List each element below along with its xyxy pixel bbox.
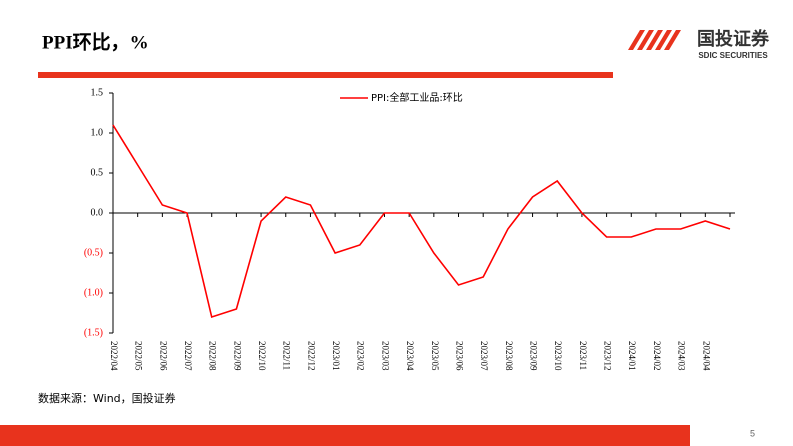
x-tick-label: 2023/06 [454, 341, 464, 371]
x-tick-label: 2023/08 [504, 341, 514, 371]
x-tick-label: 2023/02 [356, 341, 366, 371]
x-tick-label: 2022/12 [306, 341, 316, 371]
x-tick-label: 2022/09 [232, 341, 242, 371]
y-tick-label: (1.0) [84, 287, 103, 298]
plot: 1.5 1.0 0.5 0.0 (0.5) (1.0) (1.5) 2022/04 2022/0… [84, 87, 735, 371]
x-tick-label: 2023/07 [479, 341, 489, 371]
source-note: 数据来源：Wind，国投证券 [38, 391, 176, 405]
x-tick-label: 2023/03 [380, 341, 390, 371]
page-number: 5 [750, 428, 755, 438]
x-tick-label: 2024/04 [701, 341, 711, 371]
logo-cn: 国投证券 [697, 28, 770, 50]
x-tick-label: 2022/04 [109, 341, 119, 371]
x-tick-label: 2022/08 [208, 341, 218, 371]
y-tick-label: (1.5) [84, 327, 103, 338]
x-tick-label: 2022/10 [257, 341, 267, 371]
y-tick-label: 0.0 [91, 207, 104, 218]
x-tick-label: 2023/01 [331, 341, 341, 371]
x-tick-label: 2023/12 [603, 341, 613, 371]
y-tick-label: 1.5 [91, 87, 104, 98]
legend-label: PPI:全部工业品:环比 [371, 91, 463, 104]
x-tick-label: 2022/06 [158, 341, 168, 371]
x-tick-label: 2024/03 [677, 341, 687, 371]
y-tick-label: (0.5) [84, 247, 103, 258]
y-tick-label: 1.0 [91, 127, 104, 138]
footer-bar [0, 425, 690, 446]
x-tick-label: 2023/09 [528, 341, 538, 371]
x-tick-label: 2024/02 [652, 341, 662, 371]
x-tick-label: 2023/05 [430, 341, 440, 371]
x-tick-label: 2023/04 [405, 341, 415, 371]
x-tick-label: 2024/01 [627, 341, 637, 371]
x-tick-label: 2023/11 [578, 341, 588, 370]
x-tick-label: 2022/11 [282, 341, 292, 370]
x-tick-label: 2022/05 [134, 341, 144, 371]
data-line [112, 124, 731, 319]
logo: 国投证券 SDIC SECURITIES [628, 28, 770, 60]
logo-en: SDIC SECURITIES [698, 51, 768, 60]
y-tick-label: 0.5 [91, 167, 104, 178]
x-tick-label: 2023/10 [553, 341, 563, 371]
slide-title: PPI环比，% [42, 31, 149, 53]
title-rule [38, 72, 613, 78]
x-tick-label: 2022/07 [183, 341, 193, 371]
